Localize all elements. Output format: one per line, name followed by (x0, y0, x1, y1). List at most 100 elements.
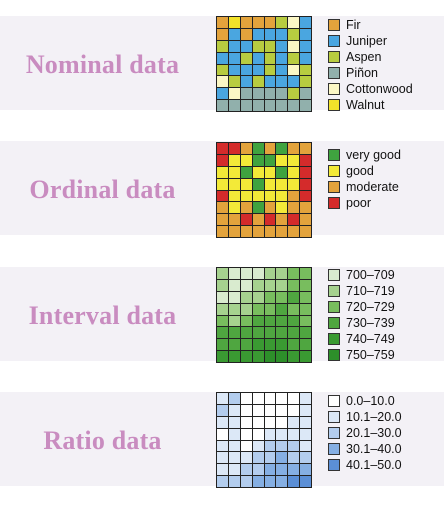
grid-cell (288, 339, 300, 351)
grid-cell (276, 327, 288, 339)
grid-cell (264, 190, 276, 202)
grid-cell (288, 315, 300, 327)
grid-cell (288, 178, 300, 190)
grid-cell (264, 351, 276, 362)
grid-cell (276, 143, 288, 154)
grid-cell (252, 452, 264, 464)
grid-cell (252, 303, 264, 315)
grid-cell (240, 52, 252, 64)
grid-cell (228, 476, 240, 487)
grid-cell (276, 190, 288, 202)
grid-cell (252, 393, 264, 404)
grid-cell (240, 154, 252, 166)
grid-cell (288, 404, 300, 416)
grid-cell (264, 76, 276, 88)
legend-item: 0.0–10.0 (328, 393, 402, 409)
grid-cell (228, 88, 240, 100)
grid-cell (300, 464, 311, 476)
grid-cell (252, 166, 264, 178)
grid-cell (300, 393, 311, 404)
legend-item: poor (328, 195, 401, 211)
grid-cell (264, 64, 276, 76)
panel-title-ratio: Ratio data (43, 426, 162, 455)
grid-cell (276, 226, 288, 237)
grid-cell (264, 202, 276, 214)
legend-swatch (328, 333, 340, 345)
grid-cell (264, 214, 276, 226)
grid-cell (228, 214, 240, 226)
grid-cell (264, 268, 276, 279)
grid-cell (228, 143, 240, 154)
grid-cell (240, 476, 252, 487)
legend-label: 0.0–10.0 (346, 394, 395, 408)
grid-cell (228, 291, 240, 303)
legend-swatch (328, 149, 340, 161)
legend-label: 720–729 (346, 300, 395, 314)
grid-cell (264, 143, 276, 154)
legend-label: good (346, 164, 374, 178)
grid-cell (240, 416, 252, 428)
grid-cell (300, 190, 311, 202)
grid-cell (264, 404, 276, 416)
legend-item: Walnut (328, 97, 413, 113)
grid-cell (240, 327, 252, 339)
grid-cell (228, 190, 240, 202)
grid-cell (252, 327, 264, 339)
grid-cell (288, 100, 300, 111)
legend-label: 740–749 (346, 332, 395, 346)
grid-cell (228, 52, 240, 64)
grid-cell (240, 428, 252, 440)
grid-cell (252, 476, 264, 487)
grid-cell (288, 40, 300, 52)
grid-cell (240, 17, 252, 28)
legend-item: Fir (328, 17, 413, 33)
grid-cell (240, 178, 252, 190)
grid-cell (228, 64, 240, 76)
grid-cell (264, 428, 276, 440)
grid-cell (217, 40, 228, 52)
grid-cell (276, 393, 288, 404)
grid-cell (228, 268, 240, 279)
grid-cell (300, 351, 311, 362)
grid-cell (300, 17, 311, 28)
grid-cell (228, 440, 240, 452)
grid-cell (217, 291, 228, 303)
legend-label: moderate (346, 180, 399, 194)
grid-cell (300, 143, 311, 154)
legend-swatch (328, 51, 340, 63)
grid-cell (252, 226, 264, 237)
grid-cell (300, 476, 311, 487)
grid-cell (264, 393, 276, 404)
grid-cell (240, 440, 252, 452)
grid-cell (228, 17, 240, 28)
grid-cell (252, 268, 264, 279)
legend-item: Juniper (328, 33, 413, 49)
legend-item: 700–709 (328, 267, 395, 283)
legend-swatch (328, 317, 340, 329)
legend-swatch (328, 83, 340, 95)
panel-title-nominal: Nominal data (25, 50, 180, 79)
grid-cell (217, 52, 228, 64)
legend-swatch (328, 395, 340, 407)
grid-cell (228, 327, 240, 339)
grid-cell (300, 166, 311, 178)
grid-cell (288, 303, 300, 315)
grid-cell (276, 464, 288, 476)
grid-cell (240, 226, 252, 237)
legend-swatch (328, 181, 340, 193)
grid-cell (217, 76, 228, 88)
grid-cell (217, 476, 228, 487)
grid-cell (264, 440, 276, 452)
grid-cell (276, 88, 288, 100)
grid-cell (264, 17, 276, 28)
grid-cell (240, 143, 252, 154)
grid-cell (288, 214, 300, 226)
grid-cell (276, 428, 288, 440)
grid-cell (228, 416, 240, 428)
grid-cell (300, 428, 311, 440)
grid-cell (276, 315, 288, 327)
grid-cell (252, 440, 264, 452)
grid-cell (240, 40, 252, 52)
grid-cell (276, 64, 288, 76)
grid-cell (288, 428, 300, 440)
